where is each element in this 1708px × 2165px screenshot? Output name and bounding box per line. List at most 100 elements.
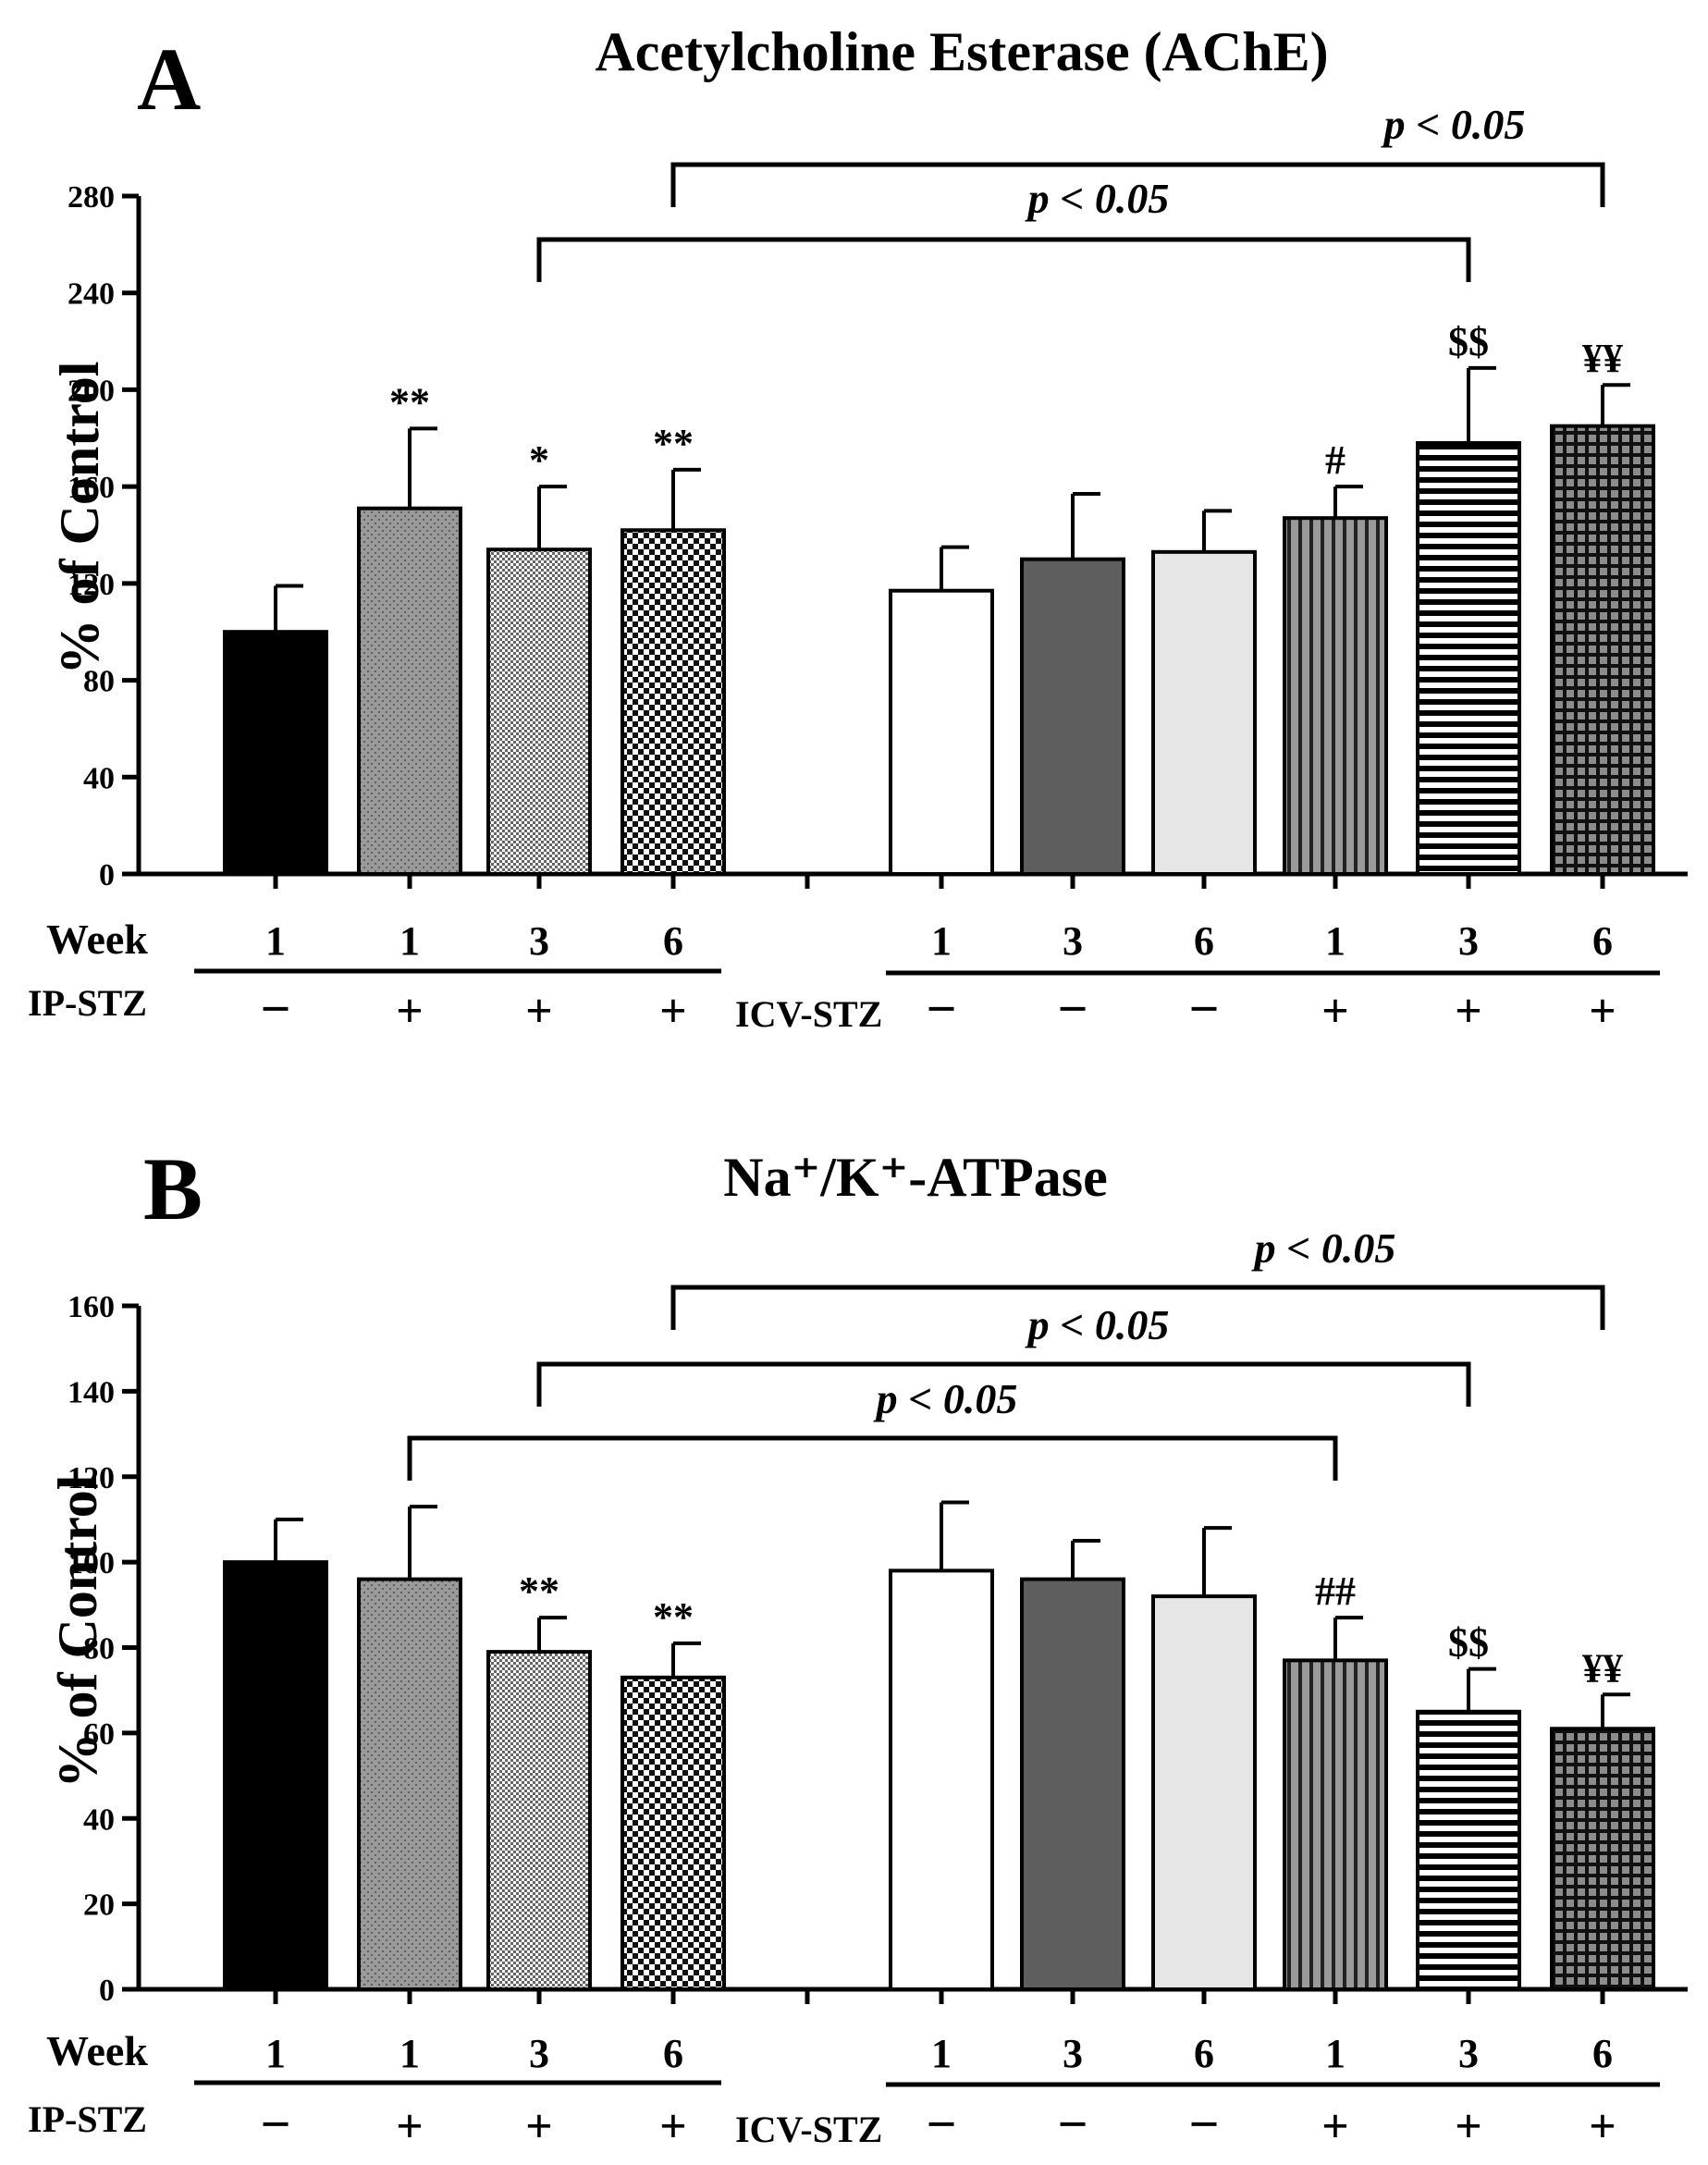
comparison-bracket xyxy=(536,237,1471,282)
panel-letter: A xyxy=(137,30,201,129)
stz-label: − xyxy=(1188,2094,1219,2154)
week-label: 6 xyxy=(1194,2031,1214,2076)
bar xyxy=(621,528,726,876)
bar xyxy=(1550,424,1655,876)
y-tick-label: 200 xyxy=(68,374,115,408)
y-tick-label: 240 xyxy=(68,277,115,312)
row-label-ip-stz: IP-STZ xyxy=(28,982,147,1024)
y-tick-label: 20 xyxy=(83,1888,115,1923)
bar xyxy=(1020,557,1125,877)
significance-label: ** xyxy=(653,1594,694,1640)
comparison-label: p < 0.05 xyxy=(1025,1301,1170,1348)
week-label: 1 xyxy=(1325,2031,1346,2076)
y-axis-label: % of Control xyxy=(49,362,110,675)
comparison-label: p < 0.05 xyxy=(1025,175,1170,222)
stz-label: + xyxy=(1321,985,1349,1038)
y-tick-label: 40 xyxy=(83,761,115,795)
week-label: 1 xyxy=(265,2031,286,2076)
week-label: 1 xyxy=(265,918,286,964)
significance-label: * xyxy=(529,437,549,483)
week-label: 1 xyxy=(399,918,420,964)
chart-title: Acetylcholine Esterase (AChE) xyxy=(595,21,1328,82)
stz-label: + xyxy=(1589,2100,1616,2153)
y-tick-label: 0 xyxy=(99,1974,115,2008)
week-label: 6 xyxy=(663,918,683,964)
week-label: 3 xyxy=(1458,918,1479,964)
bar xyxy=(357,1577,462,1991)
y-tick-label: 280 xyxy=(68,180,115,215)
stz-label: + xyxy=(659,985,687,1038)
comparison-bracket xyxy=(407,1435,1338,1481)
stz-label: − xyxy=(260,2094,290,2154)
panel-a: A Acetylcholine Esterase (AChE) % of Con… xyxy=(28,21,1688,1039)
stz-label: + xyxy=(1589,985,1616,1038)
stz-label: + xyxy=(659,2100,687,2153)
significance-label: # xyxy=(1325,437,1346,483)
week-label: 1 xyxy=(1325,918,1346,964)
stz-label: + xyxy=(525,985,553,1038)
stz-label: − xyxy=(1057,2094,1087,2154)
week-label: 1 xyxy=(931,918,952,964)
bar xyxy=(1283,516,1388,876)
bar xyxy=(486,547,592,876)
significance-label: ** xyxy=(653,421,694,466)
row-label-week: Week xyxy=(46,2027,148,2074)
row-label-week: Week xyxy=(46,916,148,963)
stz-label: + xyxy=(1321,2100,1349,2153)
bar xyxy=(223,630,328,876)
bar xyxy=(621,1675,726,1992)
week-label: 6 xyxy=(1592,2031,1613,2076)
comparison-label: p < 0.05 xyxy=(1251,1224,1396,1272)
week-label: 3 xyxy=(1063,2031,1083,2076)
row-label-icv-stz: ICV-STZ xyxy=(735,2109,882,2150)
significance-label: ** xyxy=(389,379,430,424)
stz-label: + xyxy=(1455,985,1482,1038)
row-label-icv-stz: ICV-STZ xyxy=(735,993,882,1035)
row-label-ip-stz: IP-STZ xyxy=(28,2098,147,2140)
stz-label: − xyxy=(1057,978,1087,1039)
y-tick-label: 100 xyxy=(68,1546,115,1581)
significance-label: ¥¥ xyxy=(1582,1645,1623,1691)
significance-label: ## xyxy=(1315,1568,1356,1614)
stz-label: + xyxy=(396,985,424,1038)
comparison-bracket xyxy=(670,1285,1605,1330)
y-tick-label: 0 xyxy=(99,858,115,892)
week-label: 3 xyxy=(1063,918,1083,964)
chart-title: Na⁺/K⁺-ATPase xyxy=(723,1147,1108,1208)
bar xyxy=(1416,1709,1521,1991)
bar xyxy=(1416,441,1521,876)
y-tick-label: 160 xyxy=(68,471,115,505)
bar xyxy=(1283,1658,1388,1991)
significance-label: ** xyxy=(519,1568,559,1614)
bar xyxy=(357,506,462,876)
week-label: 3 xyxy=(529,918,549,964)
chart-marks: 0 20 40 60 80 100 120 140 160 1 − 1 + ** 3 + ** 6 +1 − 3 − 6 − #… xyxy=(68,1224,1688,2154)
y-tick-label: 80 xyxy=(83,1632,115,1667)
bar xyxy=(486,1650,592,1992)
stz-label: − xyxy=(260,978,290,1039)
significance-label: $$ xyxy=(1448,1620,1489,1666)
week-label: 3 xyxy=(1458,2031,1479,2076)
comparison-label: p < 0.05 xyxy=(873,1375,1018,1422)
bar xyxy=(889,1568,994,1992)
week-label: 6 xyxy=(663,2031,683,2076)
y-axis-label: % of Control xyxy=(47,1475,108,1789)
y-tick-label: 140 xyxy=(68,1375,115,1409)
y-tick-label: 40 xyxy=(83,1802,115,1837)
week-label: 6 xyxy=(1194,918,1214,964)
week-label: 1 xyxy=(399,2031,420,2076)
comparison-bracket xyxy=(670,162,1605,207)
stz-label: + xyxy=(1455,2100,1482,2153)
y-tick-label: 160 xyxy=(68,1290,115,1324)
bar xyxy=(223,1560,328,1991)
panel-letter: B xyxy=(143,1139,203,1238)
stz-label: + xyxy=(525,2100,553,2153)
stz-label: − xyxy=(926,978,956,1039)
week-label: 6 xyxy=(1592,918,1613,964)
y-tick-label: 60 xyxy=(83,1717,115,1752)
comparison-label: p < 0.05 xyxy=(1381,101,1526,148)
y-tick-label: 80 xyxy=(83,665,115,699)
y-tick-label: 120 xyxy=(68,1461,115,1495)
week-label: 3 xyxy=(529,2031,549,2076)
